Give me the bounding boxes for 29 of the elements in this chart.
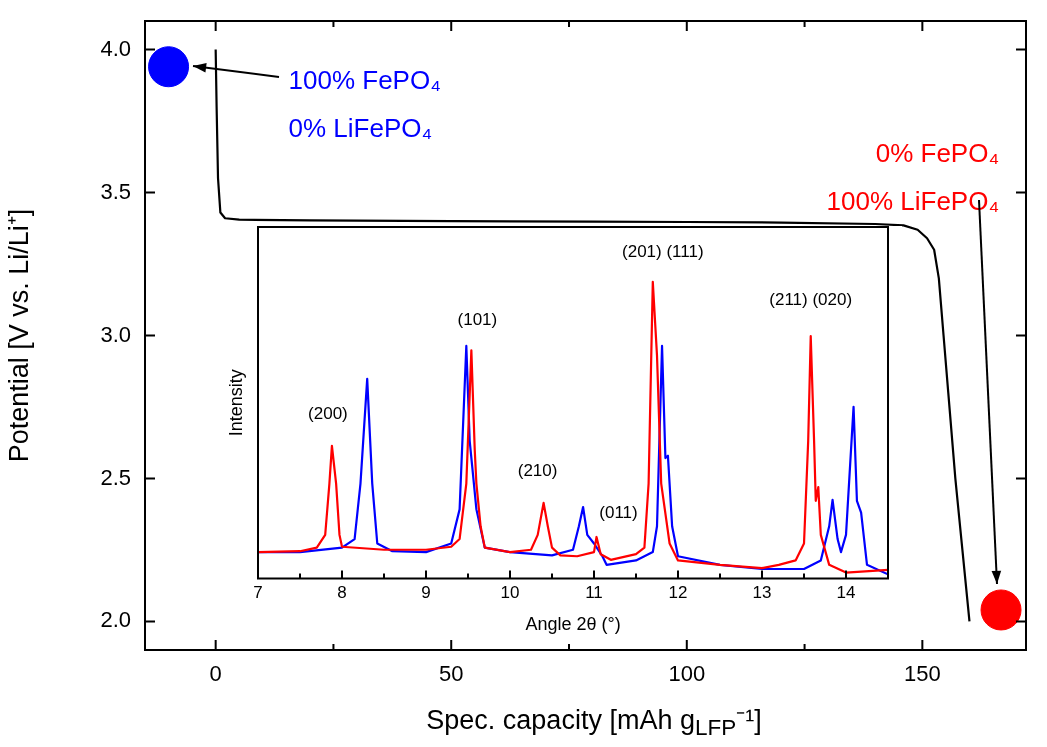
y-axis-title: Potential [V vs. Li/Li⁺] [3,208,34,463]
y-tick-label: 3.0 [100,321,131,347]
annotation: (210) [517,460,558,480]
x-tick-label: 13 [752,582,772,602]
y-tick-label: 2.5 [100,464,131,490]
text: 0% FePO₄ 100% LiFePO₄ [826,138,1000,217]
y-axis-title: Intensity [225,369,246,437]
annotation: (101) [457,310,498,330]
x-tick-label: 11 [585,582,603,602]
x-tick-label: 7 [253,582,263,602]
x-tick-label: 150 [903,661,941,687]
y-tick-label: 2.0 [100,607,131,633]
x-tick-label: 0 [209,661,222,687]
annotation: (201) (111) [622,241,704,261]
x-tick-label: 8 [337,582,347,602]
annotation: (211) (020) [769,289,853,309]
x-axis-title: Spec. capacity [mAh g$_{LFP}$⁻¹] [425,704,763,742]
x-tick-label: 10 [500,582,520,602]
annotation: (011) [599,502,638,522]
x-axis-title: Angle 2θ (°) [525,614,621,635]
y-tick-label: 4.0 [100,35,131,61]
x-tick-label: 100 [668,661,706,687]
x-tick-label: 9 [421,582,431,602]
text: 100% FePO₄ 0% LiFePO₄ [288,64,441,143]
y-tick-label: 3.5 [100,178,131,204]
x-tick-label: 50 [438,661,464,687]
x-tick-label: 14 [836,582,856,602]
annotation: (200) [308,403,348,423]
x-tick-label: 12 [668,582,688,602]
